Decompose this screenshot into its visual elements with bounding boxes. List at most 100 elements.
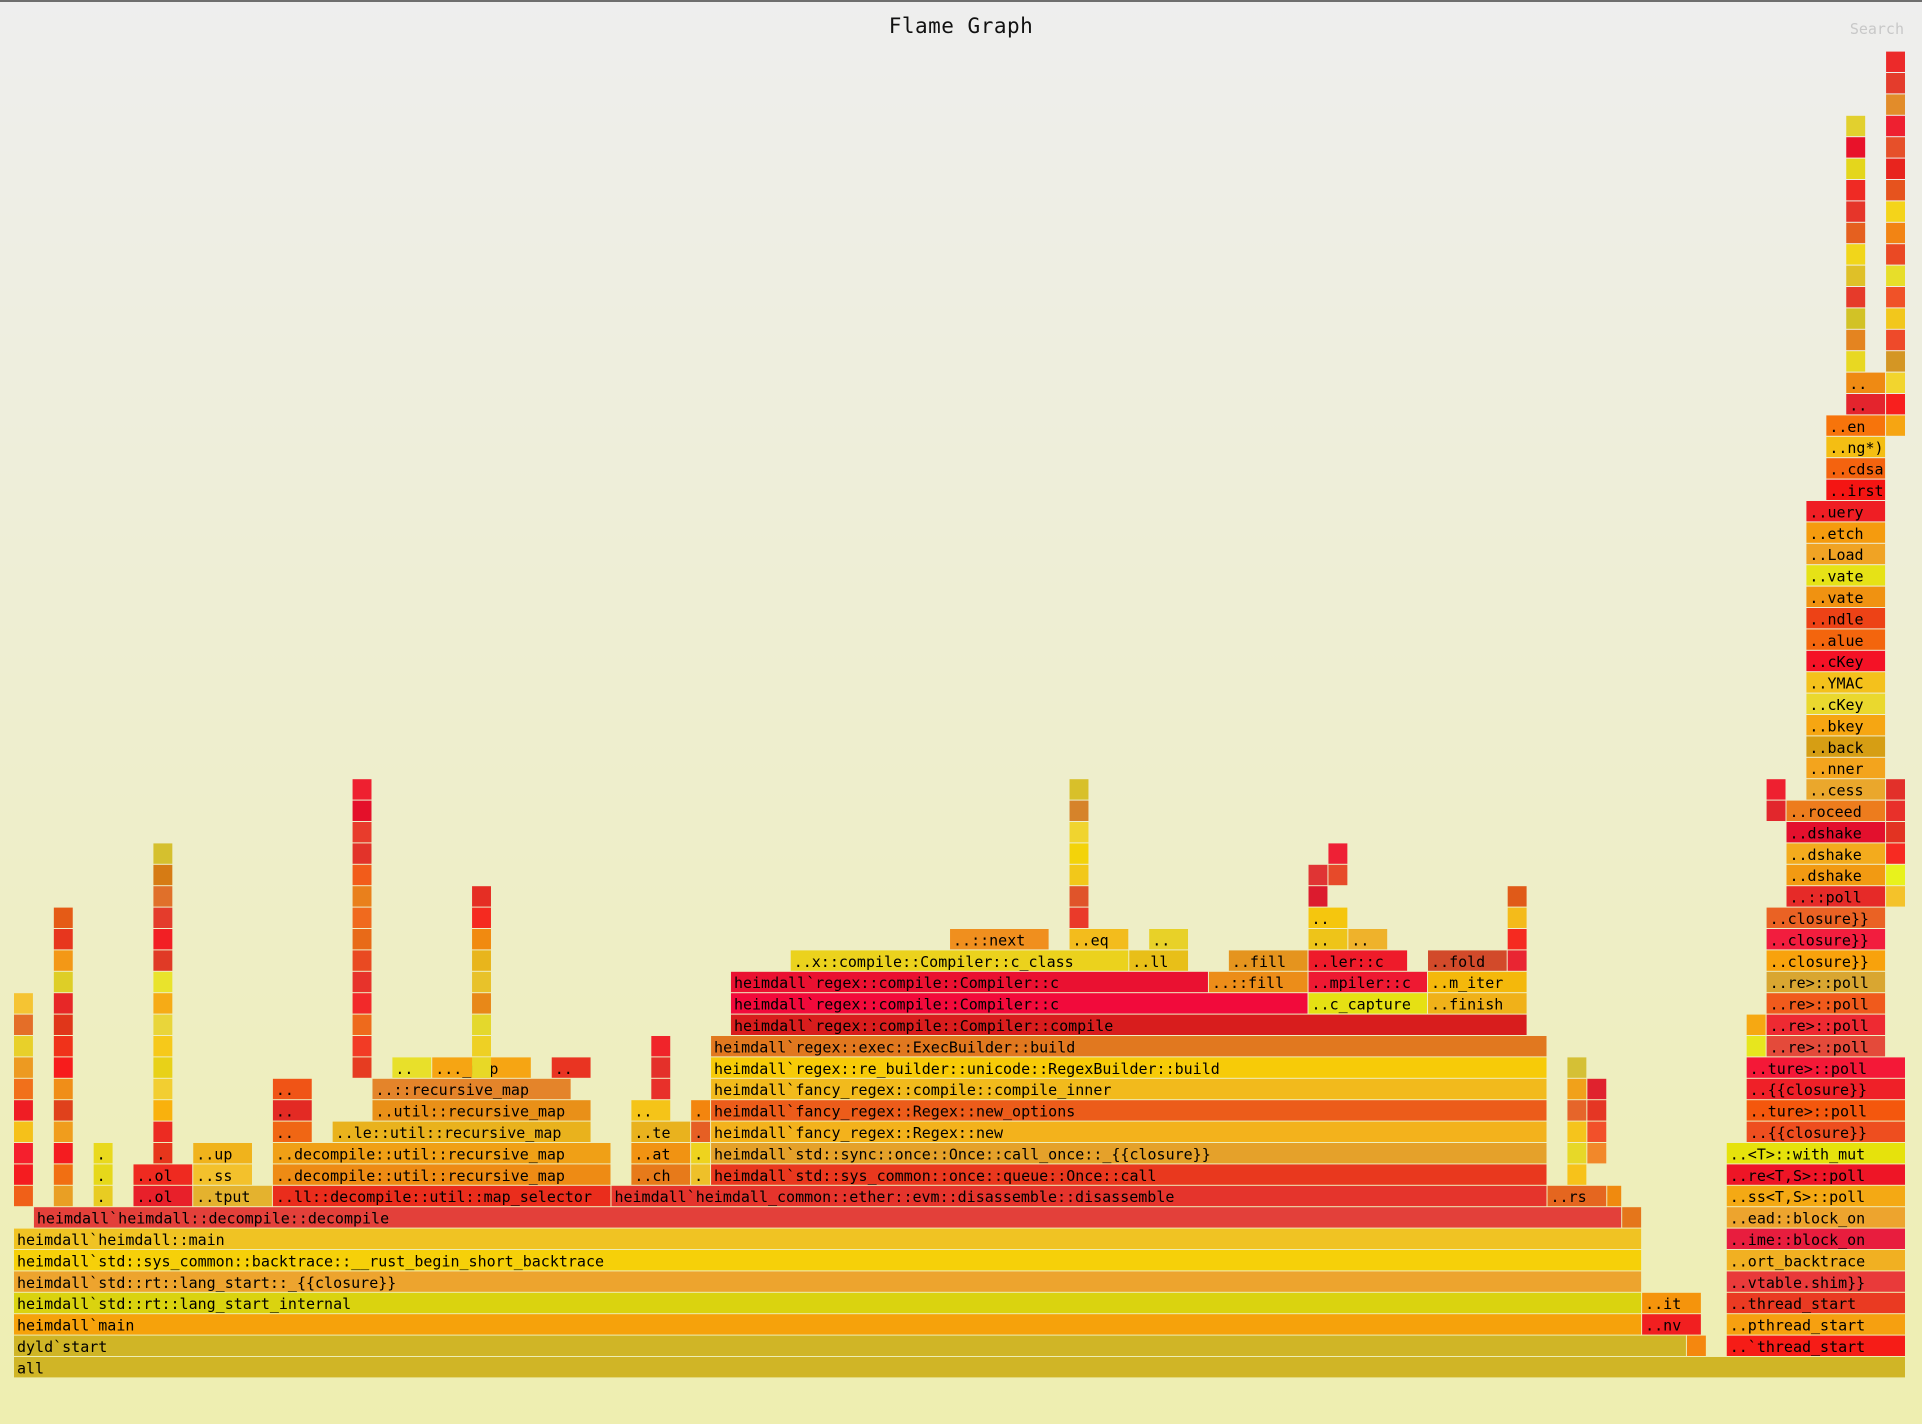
flame-frame[interactable]: [53, 1164, 73, 1185]
flame-frame[interactable]: ..etch: [1806, 522, 1886, 543]
frame-bar[interactable]: [1886, 843, 1905, 864]
flame-frame[interactable]: ..::next: [950, 929, 1049, 950]
frame-bar[interactable]: [1806, 757, 1886, 779]
frame-bar[interactable]: [14, 1057, 33, 1078]
flame-frame[interactable]: ..ss<T,S>::poll: [1726, 1185, 1905, 1207]
flame-frame[interactable]: [153, 886, 173, 907]
flame-frame[interactable]: ..ss: [193, 1164, 252, 1185]
frame-bar[interactable]: [352, 864, 372, 886]
frame-bar[interactable]: [1826, 458, 1886, 479]
frame-bar[interactable]: [691, 1121, 711, 1142]
frame-bar[interactable]: [1886, 864, 1905, 886]
flame-frame[interactable]: ..: [392, 1057, 432, 1078]
flame-frame[interactable]: [153, 1121, 173, 1142]
flame-frame[interactable]: ..re<T,S>::poll: [1726, 1164, 1905, 1185]
frame-bar[interactable]: [1746, 1078, 1905, 1100]
frame-bar[interactable]: [352, 950, 372, 971]
flame-frame[interactable]: [352, 993, 372, 1014]
flame-frame[interactable]: ..closure}}: [1766, 929, 1886, 950]
frame-bar[interactable]: [1567, 1078, 1587, 1100]
frame-bar[interactable]: [1766, 1036, 1886, 1057]
frame-bar[interactable]: [53, 971, 73, 993]
frame-bar[interactable]: [1686, 1335, 1706, 1356]
frame-bar[interactable]: [14, 1228, 1642, 1249]
flame-frame[interactable]: [1567, 1078, 1587, 1100]
frame-bar[interactable]: [153, 1057, 173, 1078]
frame-bar[interactable]: [153, 950, 173, 971]
flame-frame[interactable]: [1846, 115, 1866, 137]
frame-bar[interactable]: [352, 1036, 372, 1057]
flame-frame[interactable]: heimdall`main: [14, 1314, 1642, 1335]
flame-frame[interactable]: heimdall`std::sys_common::backtrace::__r…: [14, 1250, 1642, 1271]
frame-bar[interactable]: [272, 1078, 312, 1100]
flame-frame[interactable]: ..{{closure}}: [1746, 1121, 1905, 1142]
frame-bar[interactable]: [1726, 1164, 1905, 1185]
flame-frame[interactable]: [651, 1057, 671, 1078]
frame-bar[interactable]: [352, 929, 372, 950]
flame-frame[interactable]: [153, 864, 173, 886]
frame-bar[interactable]: [352, 843, 372, 864]
flame-frame[interactable]: ..c_capture: [1308, 993, 1428, 1014]
flame-frame[interactable]: heimdall`regex::exec::ExecBuilder::build: [711, 1036, 1547, 1057]
flame-frame[interactable]: [1069, 864, 1089, 886]
flame-frame[interactable]: [53, 971, 73, 993]
flame-frame[interactable]: [352, 800, 372, 821]
flame-frame[interactable]: ..thread_start: [1726, 1292, 1905, 1314]
flame-frame[interactable]: [53, 1100, 73, 1121]
frame-bar[interactable]: [1308, 971, 1428, 993]
flame-frame[interactable]: [472, 886, 491, 907]
frame-bar[interactable]: [1069, 822, 1089, 843]
flame-frame[interactable]: dyld`start: [14, 1335, 1686, 1356]
flame-frame[interactable]: heimdall`regex::compile::Compiler::c: [730, 993, 1308, 1014]
frame-bar[interactable]: [1622, 1207, 1642, 1228]
flame-frame[interactable]: [53, 907, 73, 928]
flame-frame[interactable]: [1886, 864, 1905, 886]
flame-frame[interactable]: [53, 950, 73, 971]
flame-frame[interactable]: [153, 1057, 173, 1078]
flame-frame[interactable]: ..m_iter: [1428, 971, 1527, 993]
frame-bar[interactable]: [472, 1057, 491, 1078]
frame-bar[interactable]: [711, 1057, 1547, 1078]
frame-bar[interactable]: [1846, 308, 1866, 329]
frame-bar[interactable]: [691, 1143, 711, 1164]
frame-bar[interactable]: [153, 907, 173, 928]
frame-bar[interactable]: [352, 800, 372, 821]
flame-frame[interactable]: [1328, 864, 1348, 886]
flame-frame[interactable]: [1507, 886, 1527, 907]
frame-bar[interactable]: [53, 929, 73, 950]
flame-frame[interactable]: [1886, 415, 1905, 436]
frame-bar[interactable]: [53, 1078, 73, 1100]
frame-bar[interactable]: [1886, 137, 1905, 158]
flame-frame[interactable]: [153, 1036, 173, 1057]
flame-frame[interactable]: ..ead::block_on: [1726, 1207, 1905, 1228]
flame-frame[interactable]: [14, 1185, 33, 1207]
frame-bar[interactable]: [472, 993, 491, 1014]
flame-frame[interactable]: [1567, 1100, 1587, 1121]
frame-bar[interactable]: [93, 1143, 113, 1164]
frame-bar[interactable]: [1726, 1185, 1905, 1207]
frame-bar[interactable]: [1428, 950, 1507, 971]
flame-frame[interactable]: [1846, 180, 1866, 201]
flame-frame[interactable]: [14, 1036, 33, 1057]
frame-bar[interactable]: [1567, 1164, 1587, 1185]
frame-bar[interactable]: [1726, 1207, 1905, 1228]
flame-frame[interactable]: [352, 907, 372, 928]
frame-bar[interactable]: [14, 1271, 1642, 1292]
flame-frame[interactable]: [1686, 1335, 1706, 1356]
flame-frame[interactable]: [1886, 180, 1905, 201]
frame-bar[interactable]: [1308, 864, 1328, 886]
flame-frame[interactable]: [352, 779, 372, 800]
flame-frame[interactable]: ..::poll: [1786, 886, 1886, 907]
frame-bar[interactable]: [93, 1164, 113, 1185]
frame-bar[interactable]: [1746, 1057, 1905, 1078]
flame-frame[interactable]: [1587, 1100, 1607, 1121]
flame-frame[interactable]: [53, 1057, 73, 1078]
frame-bar[interactable]: [1587, 1121, 1607, 1142]
flame-frame[interactable]: ..::recursive_map: [372, 1078, 571, 1100]
frame-bar[interactable]: [1806, 650, 1886, 672]
flame-frame[interactable]: [352, 1036, 372, 1057]
frame-bar[interactable]: [1886, 287, 1905, 308]
flame-frame[interactable]: [352, 864, 372, 886]
flame-frame[interactable]: [1886, 94, 1905, 115]
frame-bar[interactable]: [14, 993, 33, 1014]
